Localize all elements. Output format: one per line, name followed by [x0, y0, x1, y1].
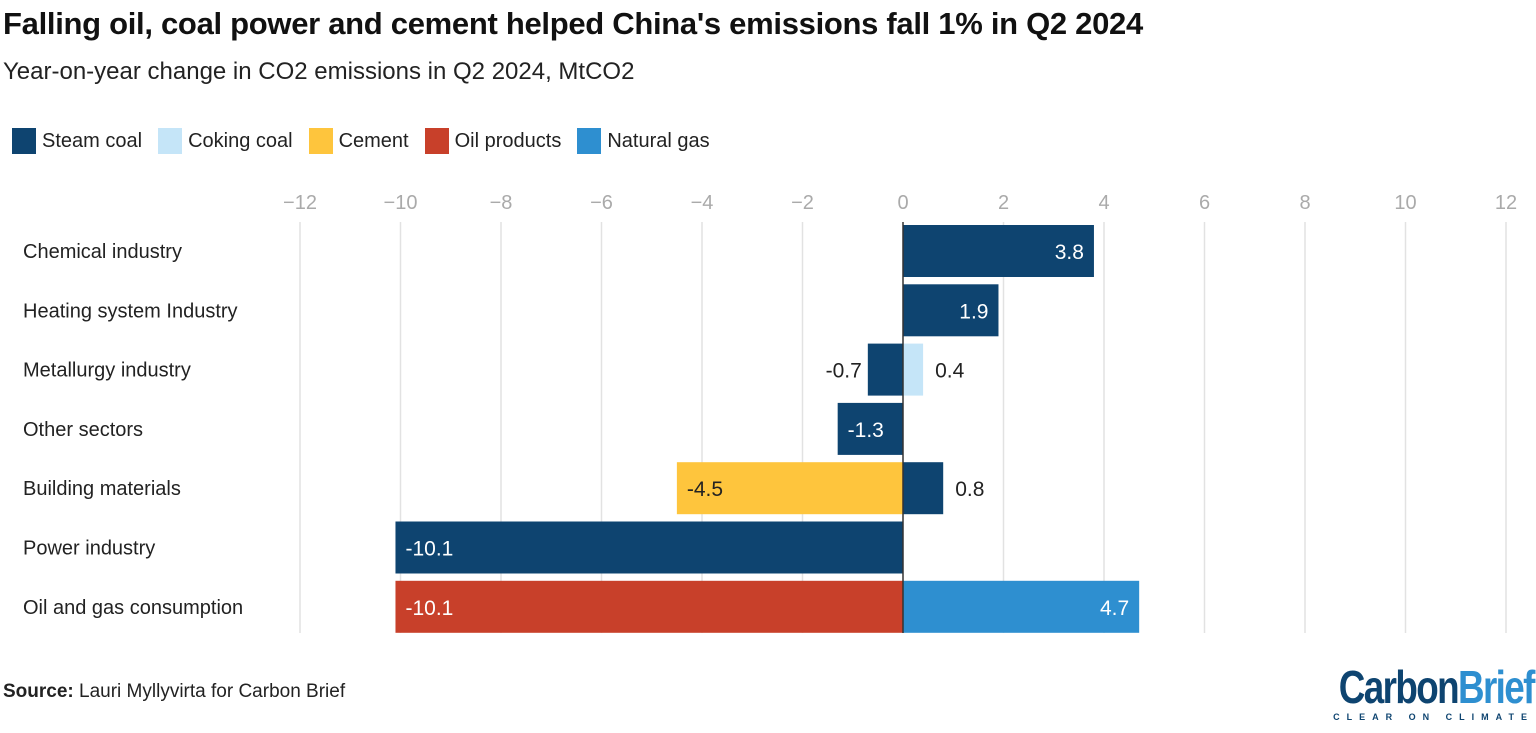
- legend-swatch: [308, 128, 333, 154]
- data-label: -1.3: [848, 419, 884, 442]
- x-tick-label: −12: [283, 192, 317, 214]
- bar: [903, 225, 1094, 277]
- carbon-brief-logo: CarbonBrief CLEAR ON CLIMATE: [1290, 661, 1535, 722]
- logo-tagline: CLEAR ON CLIMATE: [1333, 712, 1534, 722]
- bar: [676, 462, 903, 515]
- chart-title: Falling oil, coal power and cement helpe…: [3, 6, 1143, 41]
- legend-label: Cement: [338, 129, 409, 152]
- x-tick-label: 12: [1495, 192, 1517, 214]
- bar: [837, 402, 903, 455]
- category-label: Other sectors: [23, 419, 143, 441]
- x-tick-label: −2: [791, 192, 814, 214]
- data-label: -10.1: [405, 597, 453, 620]
- bar: [903, 462, 944, 515]
- legend-item: Natural gas: [577, 128, 710, 154]
- logo-part1: Carbon: [1338, 661, 1460, 713]
- legend: Steam coal Coking coal Cement Oil products N…: [12, 128, 710, 154]
- bar: [903, 343, 924, 396]
- legend-label: Natural gas: [607, 129, 710, 152]
- chart-subtitle: Year-on-year change in CO2 emissions in …: [3, 58, 635, 85]
- x-tick-label: −6: [590, 192, 613, 214]
- data-label: 1.9: [959, 300, 988, 323]
- bar: [395, 580, 903, 633]
- data-label: -4.5: [687, 478, 723, 501]
- legend-swatch: [158, 128, 183, 154]
- logo-part2: Brief: [1458, 661, 1535, 713]
- x-tick-label: 2: [998, 192, 1009, 214]
- bar: [903, 284, 999, 337]
- x-tick-label: −4: [691, 192, 714, 214]
- legend-item: Steam coal: [12, 128, 142, 154]
- x-tick-label: 6: [1199, 192, 1210, 214]
- data-label: -0.7: [826, 360, 862, 383]
- x-tick-label: −8: [490, 192, 513, 214]
- legend-label: Coking coal: [188, 129, 293, 152]
- legend-label: Oil products: [454, 129, 562, 152]
- category-label: Chemical industry: [23, 241, 182, 263]
- category-label: Oil and gas consumption: [23, 597, 243, 619]
- category-label: Power industry: [23, 538, 155, 560]
- legend-item: Coking coal: [158, 128, 293, 154]
- legend-swatch: [12, 128, 36, 154]
- bar: [903, 580, 1140, 633]
- bar: [395, 521, 903, 574]
- legend-swatch: [424, 128, 449, 154]
- x-tick-label: −10: [384, 192, 418, 214]
- x-tick-label: 10: [1394, 192, 1416, 214]
- source-text: Lauri Myllyvirta for Carbon Brief: [73, 681, 346, 702]
- data-label: 0.4: [935, 360, 965, 383]
- category-label: Heating system Industry: [23, 300, 238, 322]
- x-tick-label: 4: [1098, 192, 1109, 214]
- x-tick-label: 8: [1299, 192, 1310, 214]
- data-label: 3.8: [1055, 241, 1084, 264]
- category-label: Building materials: [23, 478, 181, 500]
- data-label: 0.8: [955, 478, 984, 501]
- source-label: Source:: [3, 681, 74, 702]
- data-label: 4.7: [1100, 597, 1129, 620]
- legend-item: Cement: [308, 128, 409, 154]
- legend-label: Steam coal: [42, 129, 143, 152]
- data-label: -10.1: [405, 538, 453, 561]
- bar: [867, 343, 903, 396]
- source-note: Source: Lauri Myllyvirta for Carbon Brie…: [3, 681, 345, 703]
- legend-swatch: [577, 128, 602, 154]
- x-tick-label: 0: [897, 192, 908, 214]
- category-label: Metallurgy industry: [23, 360, 191, 382]
- legend-item: Oil products: [424, 128, 562, 154]
